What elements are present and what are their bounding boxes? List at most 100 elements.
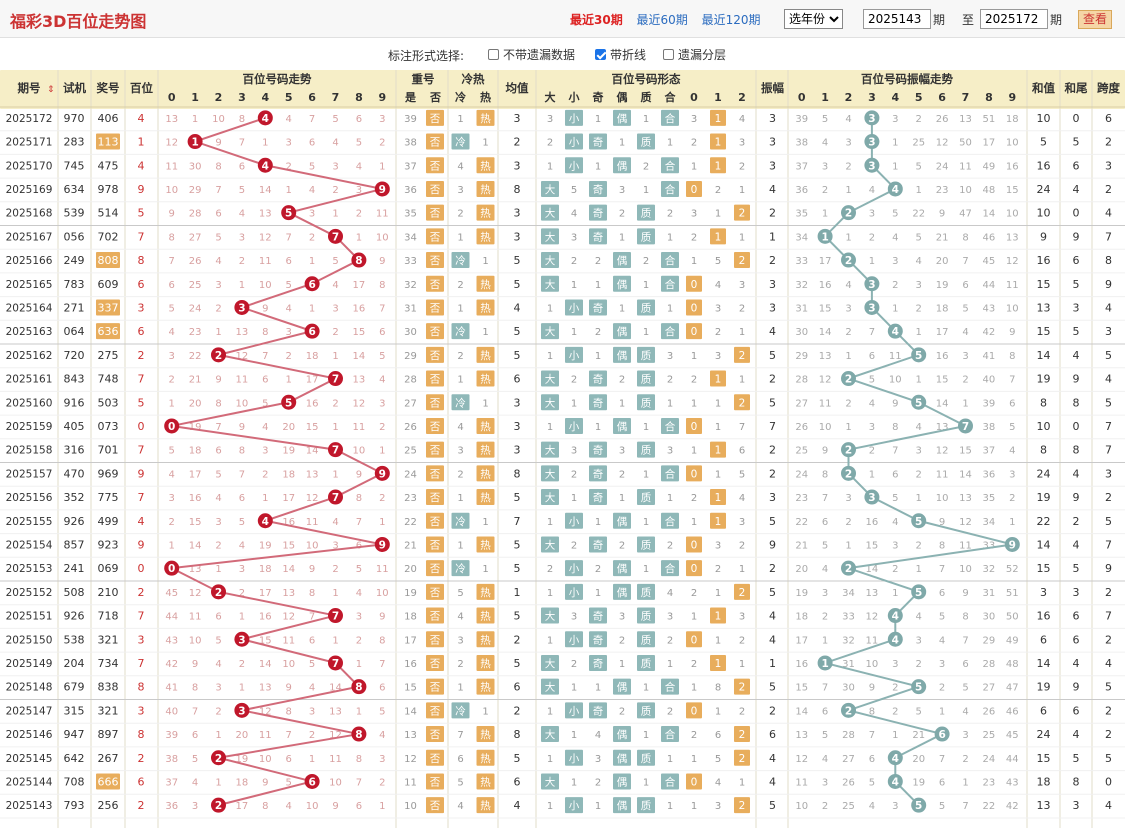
trend-ball-digit: 7 <box>332 658 339 670</box>
amp-missing-value: 34 <box>842 588 855 599</box>
prize-highlight <box>96 252 120 269</box>
tail-value: 5 <box>1073 136 1080 149</box>
option-polyline[interactable]: 带折线 <box>595 46 646 63</box>
trend-missing-value: 2 <box>379 493 385 504</box>
amp-missing-value: 14 <box>983 209 996 220</box>
amp-missing-value: 1 <box>1009 517 1015 528</box>
span-value: 2 <box>1105 728 1112 741</box>
trend-missing-value: 6 <box>309 138 315 149</box>
form-missing-value: 1 <box>571 327 577 338</box>
form-mark: 质 <box>641 705 652 717</box>
period-number: 2025150 <box>6 634 53 646</box>
average-value: 5 <box>514 278 521 291</box>
repeat-no-box <box>426 180 444 197</box>
trend-ball-digit: 6 <box>308 279 315 291</box>
trend-missing-value: 4 <box>379 375 385 386</box>
amp-missing-value: 2 <box>962 375 968 386</box>
amp-missing-value: 9 <box>869 683 875 694</box>
form-mark: 质 <box>641 492 652 504</box>
repeat-no-box <box>426 726 444 743</box>
form-mark: 合 <box>665 159 676 172</box>
amp-missing-value: 16 <box>866 517 879 528</box>
trend-ball <box>328 371 343 387</box>
period-link-30[interactable]: 最近30期 <box>570 13 623 27</box>
trend-missing-value: 4 <box>356 161 362 172</box>
trend-missing-value: 8 <box>379 635 385 646</box>
amp-missing-value: 6 <box>939 777 945 788</box>
form-mark-box <box>565 797 583 814</box>
amp-missing-value: 8 <box>892 422 898 433</box>
amp-missing-value: 7 <box>962 635 968 646</box>
header-repeat-sub: 是 <box>404 91 417 104</box>
period-link-120[interactable]: 最近120期 <box>701 13 761 27</box>
average-value: 3 <box>514 207 521 220</box>
trial-number: 352 <box>64 491 85 504</box>
form-mark: 质 <box>641 539 652 551</box>
trend-missing-value: 13 <box>165 114 178 125</box>
query-button[interactable]: 查看 <box>1078 10 1112 29</box>
trend-missing-value: 4 <box>215 659 221 670</box>
amp-missing-value: 13 <box>1006 232 1019 243</box>
form-mark: 大 <box>545 444 556 457</box>
form-mark: 小 <box>569 421 580 433</box>
to-period-input[interactable] <box>980 9 1048 29</box>
amp-missing-value: 6 <box>892 469 898 480</box>
form-mark: 大 <box>545 657 556 670</box>
trend-ball <box>328 442 343 458</box>
from-period-input[interactable] <box>863 9 931 29</box>
trend-missing-value: 4 <box>332 280 338 291</box>
amp-missing-value: 31 <box>795 303 808 314</box>
average-value: 2 <box>514 704 521 717</box>
trend-ball <box>374 536 390 552</box>
trial-number: 538 <box>64 633 85 646</box>
form-missing-value: 1 <box>595 588 601 599</box>
hotcold-missing-value: 2 <box>457 469 463 480</box>
hotcold-mark-box <box>451 133 470 150</box>
amp-ball <box>958 418 973 434</box>
checkbox-icon[interactable] <box>663 49 674 60</box>
trend-missing-value: 5 <box>309 659 315 670</box>
form-missing-value: 1 <box>595 683 601 694</box>
form-missing-value: 2 <box>619 635 625 646</box>
route-mark: 1 <box>715 516 722 528</box>
form-mark-box <box>613 252 631 269</box>
form-missing-value: 4 <box>739 493 745 504</box>
trial-number: 793 <box>64 799 85 812</box>
amp-missing-value: 3 <box>916 446 922 457</box>
checkbox-checked-icon[interactable] <box>595 49 606 60</box>
amp-missing-value: 3 <box>822 588 828 599</box>
form-missing-value: 1 <box>571 493 577 504</box>
form-mark: 偶 <box>617 799 628 812</box>
hotcold-mark-box <box>476 489 495 506</box>
option-layered[interactable]: 遗漏分层 <box>663 46 726 63</box>
route-mark: 0 <box>691 468 698 480</box>
form-mark-box <box>661 180 679 197</box>
form-missing-value: 1 <box>595 801 601 812</box>
sum-value: 14 <box>1037 538 1051 551</box>
hotcold-mark: 热 <box>480 230 491 243</box>
hundreds-digit: 0 <box>138 420 145 433</box>
amp-ball-digit: 4 <box>892 326 899 338</box>
form-mark: 合 <box>665 515 676 528</box>
amp-missing-value: 36 <box>983 469 996 480</box>
trend-ball <box>211 750 226 766</box>
checkbox-icon[interactable] <box>488 49 499 60</box>
amp-missing-value: 34 <box>983 517 996 528</box>
amp-missing-value: 37 <box>983 446 996 457</box>
repeat-missing-value: 22 <box>404 517 417 528</box>
form-missing-value: 1 <box>547 706 553 717</box>
trend-missing-value: 13 <box>259 683 272 694</box>
trend-missing-value: 10 <box>376 588 389 599</box>
repeat-no-mark: 否 <box>430 184 441 196</box>
period-link-60[interactable]: 最近60期 <box>636 13 688 27</box>
tail-value: 5 <box>1073 562 1080 575</box>
amp-missing-value: 2 <box>916 114 922 125</box>
option-no-missing[interactable]: 不带遗漏数据 <box>488 46 575 63</box>
average-value: 5 <box>514 254 521 267</box>
header-hotcold-sub: 热 <box>480 90 491 104</box>
year-select[interactable]: 选年份 <box>784 9 843 29</box>
repeat-no-box <box>426 370 444 387</box>
prize-number: 210 <box>98 586 119 599</box>
period-number: 2025158 <box>6 445 53 457</box>
amp-ball <box>887 773 903 789</box>
